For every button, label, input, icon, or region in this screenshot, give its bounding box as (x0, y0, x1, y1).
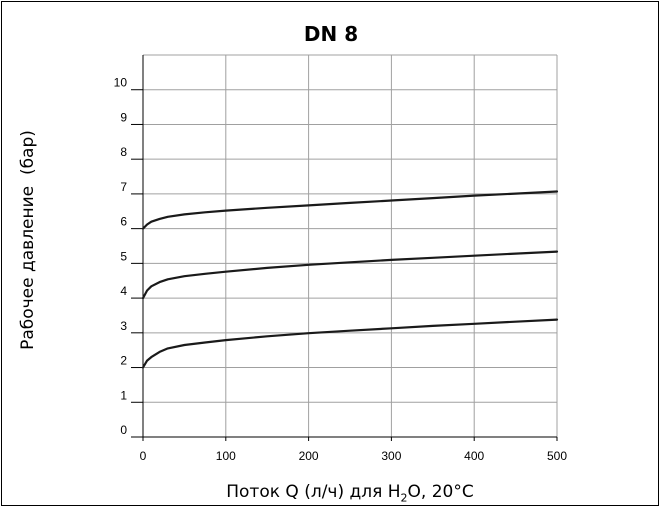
y-tick-label: 2 (120, 354, 127, 368)
chart-title: DN 8 (303, 22, 359, 46)
y-tick-label: 6 (120, 215, 127, 229)
y-tick-label: 5 (120, 249, 127, 263)
series-line-1 (141, 318, 559, 369)
x-tick-label: 200 (299, 449, 319, 463)
y-tick-label: 1 (120, 388, 127, 402)
series-line-3 (141, 190, 559, 230)
y-tick-label: 9 (120, 110, 127, 124)
x-tick-label: 0 (140, 449, 147, 463)
x-tick-label: 400 (464, 449, 484, 463)
x-axis-label-suffix: O, 20°C (407, 482, 474, 502)
x-axis-label-prefix: Поток Q (л/ч) для H (226, 482, 401, 502)
y-tick-label: 0 (120, 423, 127, 437)
series-line-2 (141, 250, 559, 300)
y-tick-label: 4 (120, 284, 127, 298)
x-tick-label: 100 (216, 449, 236, 463)
x-tick-label: 300 (381, 449, 401, 463)
y-tick-label: 7 (120, 180, 127, 194)
y-tick-label: 3 (120, 319, 127, 333)
x-axis-label-subscript: 2 (400, 491, 408, 505)
x-axis-label: Поток Q (л/ч) для H2O, 20°C (143, 482, 557, 504)
y-tick-label: 10 (114, 76, 128, 90)
y-tick-label: 8 (120, 145, 127, 159)
x-tick-label: 500 (547, 449, 567, 463)
